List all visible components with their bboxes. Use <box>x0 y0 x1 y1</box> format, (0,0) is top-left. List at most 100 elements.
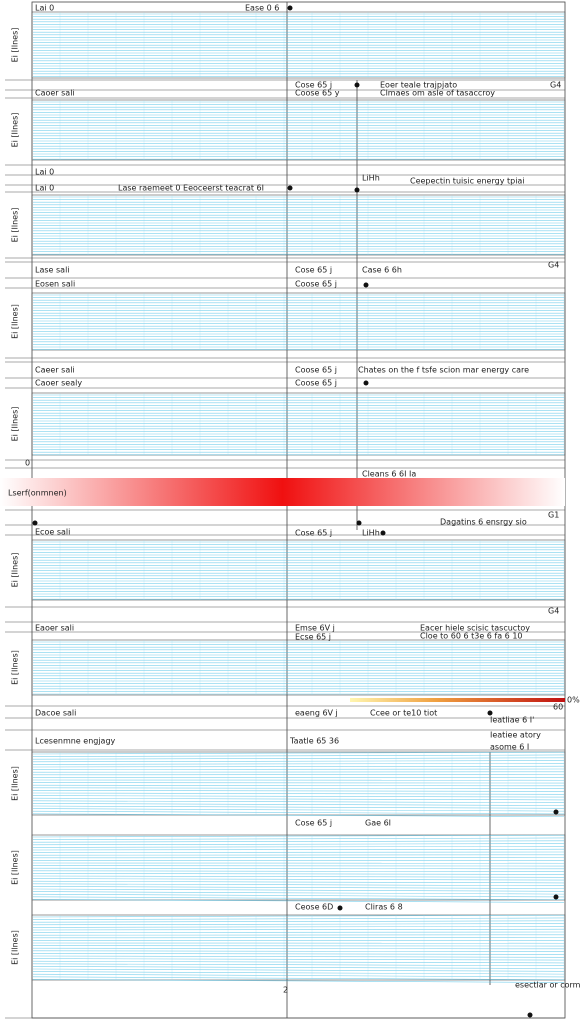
panel-line <box>32 846 565 848</box>
label: Chates on the f tsfe scion mar energy ca… <box>358 366 529 375</box>
panel-frame <box>31 99 566 161</box>
labels: Ei [Ilnes] Ei [Ilnes] Ei [Ilnes] Ei [Ilnes]… <box>8 4 581 1018</box>
panel-line <box>32 757 565 760</box>
label: Caoer sealy <box>35 379 82 388</box>
label: eaeng 6V j <box>295 709 338 718</box>
label: Cleans 6 6I Ia <box>362 470 416 479</box>
panel-line <box>32 878 565 881</box>
label: G4 <box>548 261 559 270</box>
panel-frame <box>31 539 566 601</box>
panel-line <box>32 768 565 770</box>
panel-line <box>32 899 565 903</box>
marker-dot <box>32 520 38 526</box>
panel-line <box>32 888 565 892</box>
panel-line <box>32 886 565 889</box>
panel-line <box>32 891 565 895</box>
panel-line <box>32 893 565 898</box>
panel-line <box>32 926 565 928</box>
label: Coose 65 j <box>295 366 337 375</box>
label: G1 <box>548 511 559 520</box>
marker-dot <box>527 1012 533 1018</box>
panel-line <box>32 765 565 768</box>
label: Cose 65 j <box>295 266 332 275</box>
panel-line <box>32 920 565 923</box>
label: Ecse 65 j <box>295 633 331 642</box>
panel-line <box>32 837 565 840</box>
label: Lserf(onmnen) <box>8 489 67 498</box>
label: Ceose 6D <box>295 903 333 912</box>
panel-frame <box>31 639 566 696</box>
label: Case 6 6h <box>362 266 402 275</box>
label: 2 <box>283 986 288 995</box>
panel-line <box>32 914 565 918</box>
panel-line <box>32 976 565 981</box>
label: LiHh <box>362 174 380 183</box>
label: Caeer sali <box>35 366 75 375</box>
panel-line <box>32 953 565 955</box>
marker-dot <box>337 905 343 911</box>
label: Eoer teale trajpjato <box>380 81 457 90</box>
panel-frame <box>31 292 566 351</box>
label: Eosen sali <box>35 280 75 289</box>
label: Ieatiee atory <box>490 731 541 740</box>
label: Ccee or te10 tiot <box>370 709 437 718</box>
panel-line <box>32 792 565 795</box>
panel-line <box>32 917 565 920</box>
panel-line <box>32 851 565 853</box>
marker-dot <box>287 185 293 191</box>
panel-line <box>32 963 565 967</box>
panel-line <box>32 805 565 809</box>
label: Dagatins 6 ensrgy sio <box>440 518 527 527</box>
panel-frame <box>31 392 566 456</box>
panel-line <box>32 955 565 958</box>
axis-label: Ei [Ilnes] <box>11 113 20 148</box>
panel-line <box>32 813 565 818</box>
label: 0 <box>25 459 30 468</box>
panel-frame <box>31 194 566 256</box>
marker-dot <box>487 710 493 716</box>
panel-line <box>32 947 565 950</box>
label: Cose 65 j <box>295 819 332 828</box>
panel-frame <box>31 11 566 79</box>
panel-line <box>32 763 565 765</box>
marker-dot <box>356 520 362 526</box>
panel-line <box>32 848 565 851</box>
panel-line <box>32 960 565 964</box>
label: Cose 65 j <box>295 529 332 538</box>
axis-label: Ei [Ilnes] <box>11 208 20 243</box>
panel-line <box>32 795 565 798</box>
panel-line <box>32 810 565 815</box>
label: asome 6 I <box>490 743 529 752</box>
axis-label: Ei [Ilnes] <box>11 850 20 885</box>
marker-dot <box>354 187 360 193</box>
panel-line <box>32 973 565 978</box>
panel-line <box>32 883 565 887</box>
marker-dot <box>354 82 360 88</box>
label: G4 <box>548 607 559 616</box>
label: Ceepectin tuisic energy tpiai <box>410 177 525 186</box>
marker-dot <box>363 282 369 288</box>
label: Ecoe sali <box>35 528 70 537</box>
label: Eacer hiele scisic tascuctoy <box>420 624 530 633</box>
label: Lai 0 <box>35 168 54 177</box>
label: Lai 0 <box>35 184 54 193</box>
panel-line <box>32 787 565 789</box>
marker-dot <box>553 809 559 815</box>
label: Lai 0 <box>35 4 54 13</box>
panel-line <box>32 840 565 843</box>
label: Cliras 6 8 <box>365 903 403 912</box>
panel-line <box>32 873 565 875</box>
marker-dot <box>287 5 293 11</box>
panel-line <box>32 966 565 969</box>
axis-label: Ei [Ilnes] <box>11 930 20 965</box>
panel-line <box>32 875 565 878</box>
label: 0% <box>567 696 580 705</box>
axis-label: Ei [Ilnes] <box>11 28 20 63</box>
label: Caoer sali <box>35 89 75 98</box>
panel-line <box>32 808 565 812</box>
label: Coose 65 j <box>295 379 337 388</box>
label: Clmaes om asle of tasaccroy <box>380 89 495 98</box>
panel-line <box>32 834 565 838</box>
label: Emse 6V j <box>295 624 335 633</box>
panel-frame <box>31 914 566 981</box>
